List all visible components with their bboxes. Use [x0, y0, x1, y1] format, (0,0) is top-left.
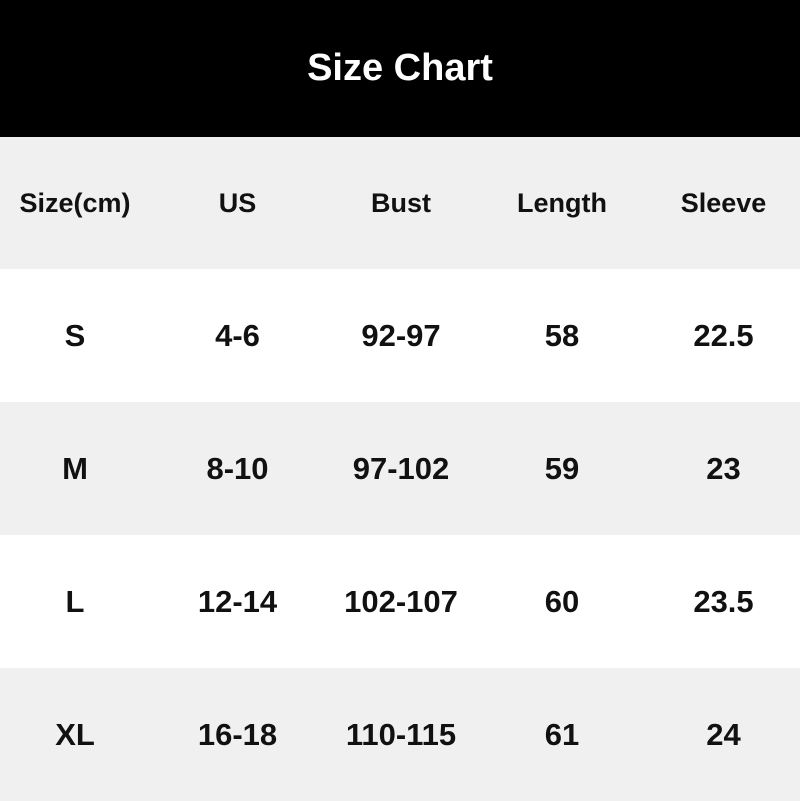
table-cell: 16-18 [197, 716, 278, 752]
table-cell: 92-97 [361, 317, 441, 353]
table-cell: 61 [544, 716, 580, 752]
page-title: Size Chart [307, 47, 493, 89]
header-us: US [218, 187, 257, 218]
table-cell: 12-14 [197, 583, 278, 619]
table-cell: 58 [544, 317, 580, 353]
table-row: L 12-14 102-107 60 23.5 [0, 535, 800, 668]
header-bust: Bust [371, 187, 431, 218]
table-cell: 97-102 [352, 450, 450, 486]
table-cell: XL [55, 716, 95, 752]
table-cell: 4-6 [215, 317, 260, 353]
table-cell: 110-115 [345, 716, 457, 752]
table-cell: M [62, 450, 88, 486]
table-cell: 23.5 [693, 583, 754, 619]
table-cell: 23 [706, 450, 741, 486]
table-row: M 8-10 97-102 59 23 [0, 402, 800, 535]
table-cell: 102-107 [344, 583, 458, 619]
table-cell: 22.5 [693, 317, 754, 353]
header-sleeve: Sleeve [680, 187, 767, 218]
table-cell: L [65, 583, 85, 619]
title-bar: Size Chart [0, 0, 800, 137]
header-length: Length [517, 187, 607, 218]
table-row: XL 16-18 110-115 61 24 [0, 668, 800, 801]
table-header: Size(cm) US Bust Length Sleeve [0, 137, 800, 269]
table-cell: 8-10 [206, 450, 269, 486]
table-cell: 59 [544, 450, 580, 486]
table-cell: S [64, 317, 86, 353]
table-cell: 60 [544, 583, 580, 619]
table-row: S 4-6 92-97 58 22.5 [0, 269, 800, 402]
header-size: Size(cm) [19, 187, 131, 218]
table-cell: 24 [706, 716, 741, 752]
